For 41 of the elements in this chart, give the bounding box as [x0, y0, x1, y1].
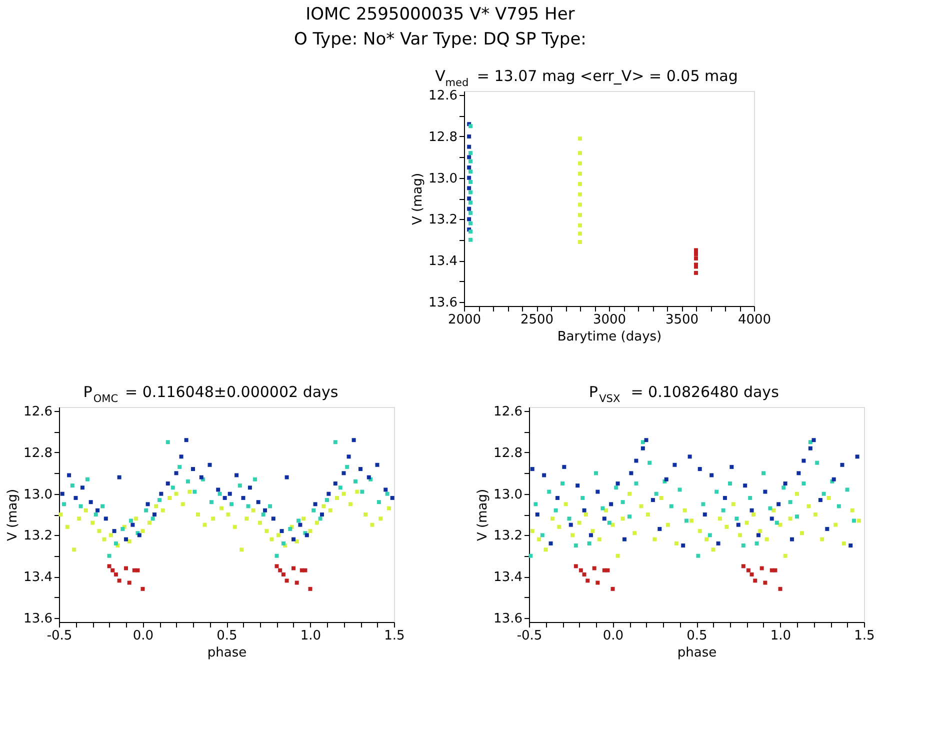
y-tick-label: 12.6	[24, 404, 52, 420]
x-tick-label: 0.5	[216, 628, 238, 644]
y-axis-title: V (mag)	[410, 172, 426, 226]
y-tick-label: 13.2	[428, 212, 458, 228]
x-axis-title: phase	[207, 646, 247, 660]
text: O Type: No* Var Type: DQ SP Type:	[294, 30, 586, 50]
x-tick-label: 0.0	[602, 628, 624, 644]
x-tick-label: 2000	[448, 312, 482, 328]
y-tick-label: 13.0	[428, 171, 458, 186]
y-tick-label: 13.4	[494, 570, 522, 586]
x-tick-label: 4000	[738, 312, 772, 328]
y-tick-label: 12.6	[428, 88, 458, 104]
x-tick-label: 0.0	[132, 628, 154, 644]
text: IOMC 2595000035 V* V795 Her	[306, 4, 575, 24]
y-tick-label: 13.2	[24, 528, 52, 544]
x-tick-label: 3000	[592, 312, 626, 328]
x-axis-title: Barytime (days)	[557, 330, 662, 344]
x-tick-label: 1.5	[854, 628, 875, 644]
y-tick-label: 13.6	[24, 611, 52, 626]
y-axis-title: V (mag)	[476, 488, 491, 542]
y-tick-label: 13.4	[428, 254, 458, 270]
y-tick-label: 12.8	[494, 446, 522, 461]
y-tick-label: 12.6	[494, 404, 522, 420]
y-tick-label: 12.8	[24, 446, 52, 461]
x-tick-label: 1.0	[770, 628, 792, 644]
x-tick-label: 1.0	[300, 628, 322, 644]
x-tick-label: -0.5	[46, 628, 72, 644]
x-tick-label: 0.5	[686, 628, 708, 644]
x-tick-label: 2500	[520, 312, 554, 328]
y-tick-label: 13.0	[24, 487, 52, 502]
y-tick-label: 13.0	[494, 487, 522, 502]
y-tick-label: 12.8	[428, 130, 458, 145]
y-tick-label: 13.6	[494, 611, 522, 626]
y-axis-title: V (mag)	[6, 488, 21, 542]
x-tick-label: 1.5	[384, 628, 405, 644]
x-axis-title: phase	[677, 646, 717, 660]
x-tick-label: 3500	[665, 312, 699, 328]
y-tick-label: 13.4	[24, 570, 52, 586]
y-tick-label: 13.2	[494, 528, 522, 544]
x-tick-label: -0.5	[516, 628, 542, 644]
y-tick-label: 13.6	[428, 295, 458, 310]
